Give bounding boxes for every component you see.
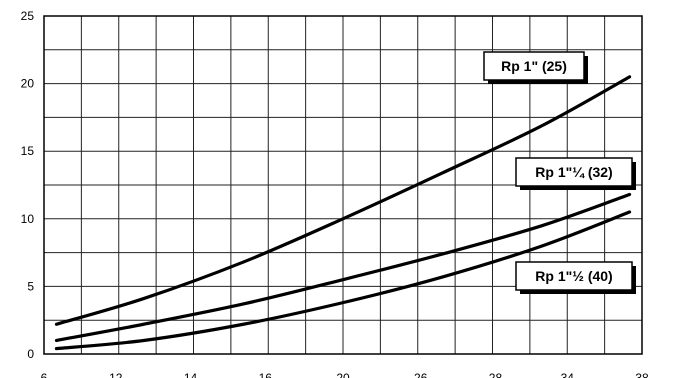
x-tick-label: 16: [259, 371, 273, 378]
label-box: [483, 51, 585, 81]
series-label-0: Rp 1" (25): [483, 51, 588, 84]
x-tick-label: 38: [635, 371, 649, 378]
series-name: Rp 1" (25): [501, 58, 567, 74]
y-tick-label: 0: [27, 347, 34, 361]
x-tick-label: 28: [489, 371, 503, 378]
x-tick-label: 34: [561, 371, 575, 378]
series-label-1: Rp 1"¼ (32): [515, 157, 636, 190]
label-box: [515, 157, 633, 187]
curves: [54, 75, 632, 351]
y-tick-label: 10: [21, 212, 35, 226]
x-tick-label: 6: [41, 371, 48, 378]
x-axis-ticks: 6 12 14 16 20 26 28 34 38: [41, 371, 649, 378]
y-axis-ticks: 0 5 10 15 20 25: [21, 9, 35, 361]
series-line-2: [54, 210, 632, 351]
y-tick-label: 5: [27, 279, 34, 293]
y-tick-label: 15: [21, 144, 35, 158]
plot-frame: [43, 15, 643, 355]
series-label-2: Rp 1"½ (40): [515, 261, 636, 294]
y-tick-label: 20: [21, 77, 35, 91]
x-tick-label: 14: [184, 371, 198, 378]
series-line-0: [54, 75, 632, 326]
series-name: Rp 1"¼ (32): [535, 164, 612, 180]
series-line-1: [54, 192, 632, 343]
label-box: [515, 261, 633, 291]
y-tick-label: 25: [21, 9, 35, 23]
x-tick-label: 12: [109, 371, 123, 378]
x-tick-label: 26: [414, 371, 428, 378]
x-tick-label: 20: [336, 371, 350, 378]
series-name: Rp 1"½ (40): [535, 268, 612, 284]
series-labels: Rp 1" (25) Rp 1"¼ (32) Rp 1"½ (40): [483, 51, 636, 294]
